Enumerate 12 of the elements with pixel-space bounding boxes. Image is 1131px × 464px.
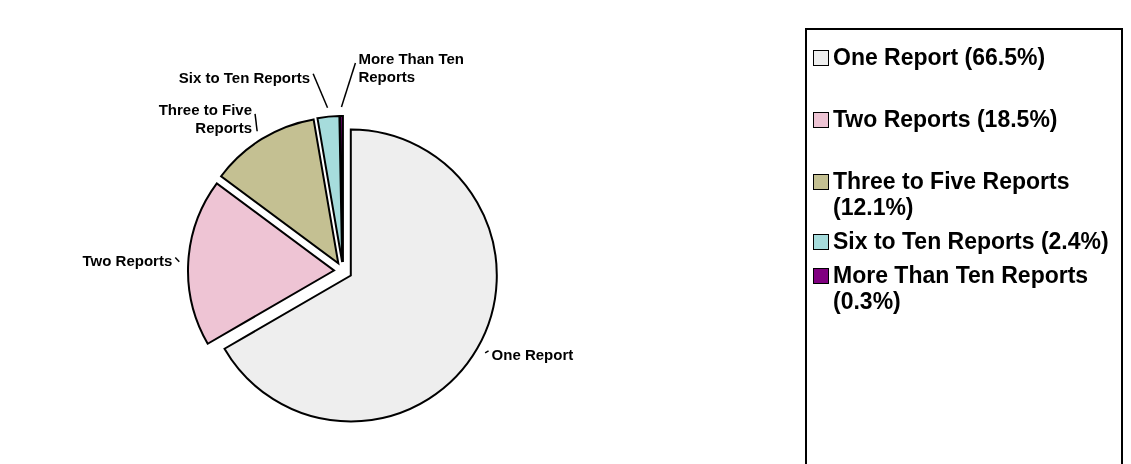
category-label: Six to Ten Reports (2.4%) <box>833 228 1109 254</box>
slice-label: Two Reports <box>82 252 173 270</box>
data-label: (0.3%) <box>833 288 901 314</box>
slice-label: Three to Five Reports <box>158 100 253 136</box>
legend-label: More Than Ten Reports <box>833 262 1089 288</box>
data-label: (12.1%) <box>833 194 914 220</box>
legend-label: Three to Five Reports <box>833 168 1070 194</box>
category-label: Two Reports (18.5%) <box>833 106 1058 132</box>
slice-label: One Report <box>491 345 574 363</box>
category-label: One Report (66.5%) <box>833 44 1046 70</box>
category-label: More Than Ten Reports <box>358 50 464 86</box>
slice-label: Six to Ten Reports <box>178 68 311 86</box>
